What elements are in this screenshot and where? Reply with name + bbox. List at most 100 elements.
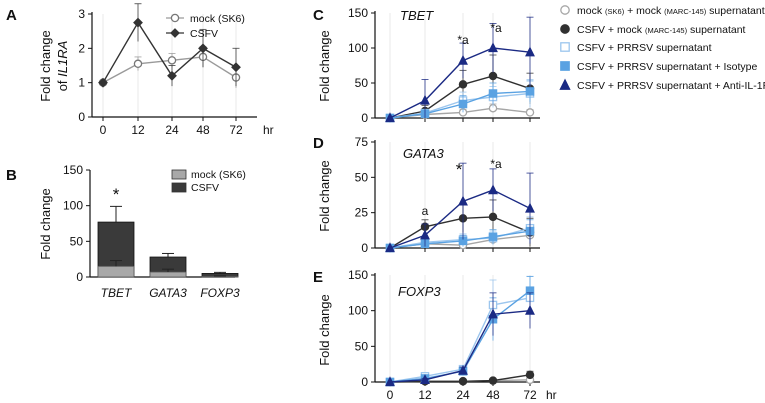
y-tick-label-C: 50 bbox=[355, 76, 369, 90]
annotation-D: * bbox=[456, 160, 463, 179]
y-tick-label-D: 0 bbox=[361, 241, 368, 255]
significance-star-B: * bbox=[113, 185, 120, 204]
legend-marker-cde bbox=[560, 61, 570, 71]
x-unit-label-E: hr bbox=[546, 388, 557, 402]
data-point-C bbox=[458, 99, 468, 109]
y-tick-label-B: 0 bbox=[76, 270, 83, 284]
legend-swatch-B bbox=[171, 169, 187, 180]
bar-mock-gata3 bbox=[149, 271, 187, 278]
data-point-C bbox=[385, 112, 395, 123]
y-tick-label-A: 0 bbox=[78, 110, 85, 124]
data-point-A bbox=[133, 59, 143, 69]
x-category-label-B: FOXP3 bbox=[200, 286, 240, 300]
y-tick-label-E: 50 bbox=[355, 339, 369, 353]
gene-label-C: TBET bbox=[400, 8, 434, 23]
data-point-A bbox=[133, 17, 143, 28]
y-axis-label-A-gene: of IL1RA bbox=[55, 41, 70, 92]
data-point-E bbox=[420, 374, 430, 384]
data-point-C bbox=[488, 42, 498, 53]
x-tick-label-E: 12 bbox=[418, 388, 432, 402]
data-point-A bbox=[231, 62, 241, 73]
data-point-C bbox=[458, 54, 468, 65]
data-point-C bbox=[525, 87, 535, 96]
y-tick-label-A: 3 bbox=[78, 7, 85, 21]
data-point-D bbox=[385, 242, 395, 253]
y-tick-label-C: 150 bbox=[348, 6, 368, 20]
data-point-C bbox=[420, 94, 430, 105]
legend-marker-A bbox=[170, 13, 180, 23]
legend-marker-A bbox=[170, 28, 180, 38]
y-axis-label-C: Fold change bbox=[317, 30, 332, 102]
x-tick-label-A: 72 bbox=[229, 123, 243, 137]
data-point-C bbox=[488, 71, 498, 81]
data-point-C bbox=[525, 108, 535, 117]
data-point-C bbox=[525, 46, 535, 57]
data-point-A bbox=[167, 56, 177, 65]
data-point-D bbox=[420, 229, 430, 240]
y-tick-label-E: 0 bbox=[361, 375, 368, 389]
data-point-E bbox=[488, 308, 498, 319]
legend-label-cde: CSFV + PRRSV supernatant + Anti-IL-1Ra bbox=[577, 80, 765, 92]
data-point-D bbox=[488, 232, 498, 241]
y-tick-label-D: 50 bbox=[355, 170, 369, 184]
legend-label-A: mock (SK6) bbox=[190, 13, 245, 25]
y-tick-label-D: 75 bbox=[355, 135, 369, 149]
panel-label-E: E bbox=[313, 269, 323, 286]
x-tick-label-A: 48 bbox=[196, 123, 210, 137]
y-axis-label-D: Fold change bbox=[317, 160, 332, 232]
y-axis-label-A: Fold change bbox=[38, 30, 53, 102]
legend-marker-cde bbox=[559, 78, 571, 90]
data-point-E bbox=[488, 376, 498, 385]
legend-swatch-B bbox=[171, 182, 187, 193]
gene-label-E: FOXP3 bbox=[398, 284, 441, 299]
x-tick-label-A: 12 bbox=[131, 123, 145, 137]
annotation-D: a bbox=[422, 204, 429, 218]
legend-label-cde: CSFV + PRRSV supernatant bbox=[577, 42, 712, 54]
panel-label-A: A bbox=[6, 7, 17, 24]
data-point-D bbox=[488, 212, 498, 222]
annotation-D: *a bbox=[490, 157, 502, 171]
annotation-C: *a bbox=[490, 21, 502, 35]
y-tick-label-B: 50 bbox=[70, 234, 84, 248]
data-point-C bbox=[458, 80, 468, 89]
panel-label-B: B bbox=[6, 167, 17, 184]
y-tick-label-B: 150 bbox=[63, 163, 83, 177]
annotation-C: *a bbox=[457, 33, 469, 47]
y-tick-label-A: 1 bbox=[78, 76, 85, 90]
x-tick-label-E: 24 bbox=[456, 388, 470, 402]
x-tick-label-E: 0 bbox=[387, 388, 394, 402]
data-point-A bbox=[98, 77, 108, 88]
x-tick-label-A: 0 bbox=[100, 123, 107, 137]
gene-label-D: GATA3 bbox=[403, 146, 444, 161]
data-point-A bbox=[198, 43, 208, 54]
y-tick-label-C: 0 bbox=[361, 111, 368, 125]
legend-marker-cde bbox=[560, 24, 570, 34]
data-point-D bbox=[488, 184, 498, 195]
x-tick-label-A: 24 bbox=[165, 123, 179, 137]
x-tick-label-E: 72 bbox=[523, 388, 537, 402]
legend-label-A: CSFV bbox=[190, 28, 218, 40]
x-unit-label-A: hr bbox=[263, 123, 274, 137]
y-tick-label-B: 100 bbox=[63, 199, 83, 213]
legend-label-B: CSFV bbox=[191, 182, 219, 194]
legend-marker-cde bbox=[560, 5, 570, 15]
legend-label-cde: CSFV + mock (MARC-145) supernatant bbox=[577, 24, 746, 36]
y-axis-label-B: Fold change bbox=[38, 188, 53, 260]
data-point-E bbox=[525, 370, 535, 380]
y-tick-label-D: 25 bbox=[355, 206, 369, 220]
y-tick-label-E: 150 bbox=[348, 268, 368, 282]
x-category-label-B: TBET bbox=[101, 286, 133, 300]
data-point-C bbox=[488, 89, 498, 98]
bar-mock-tbet bbox=[97, 265, 135, 278]
panel-label-D: D bbox=[313, 135, 324, 152]
data-point-E bbox=[458, 364, 468, 375]
data-point-D bbox=[525, 202, 535, 213]
panel-label-C: C bbox=[313, 7, 324, 24]
data-point-E bbox=[385, 376, 395, 387]
y-tick-label-E: 100 bbox=[348, 304, 368, 318]
data-point-E bbox=[458, 377, 468, 386]
x-category-label-B: GATA3 bbox=[149, 286, 187, 300]
y-tick-label-C: 100 bbox=[348, 41, 368, 55]
data-point-E bbox=[525, 304, 535, 315]
